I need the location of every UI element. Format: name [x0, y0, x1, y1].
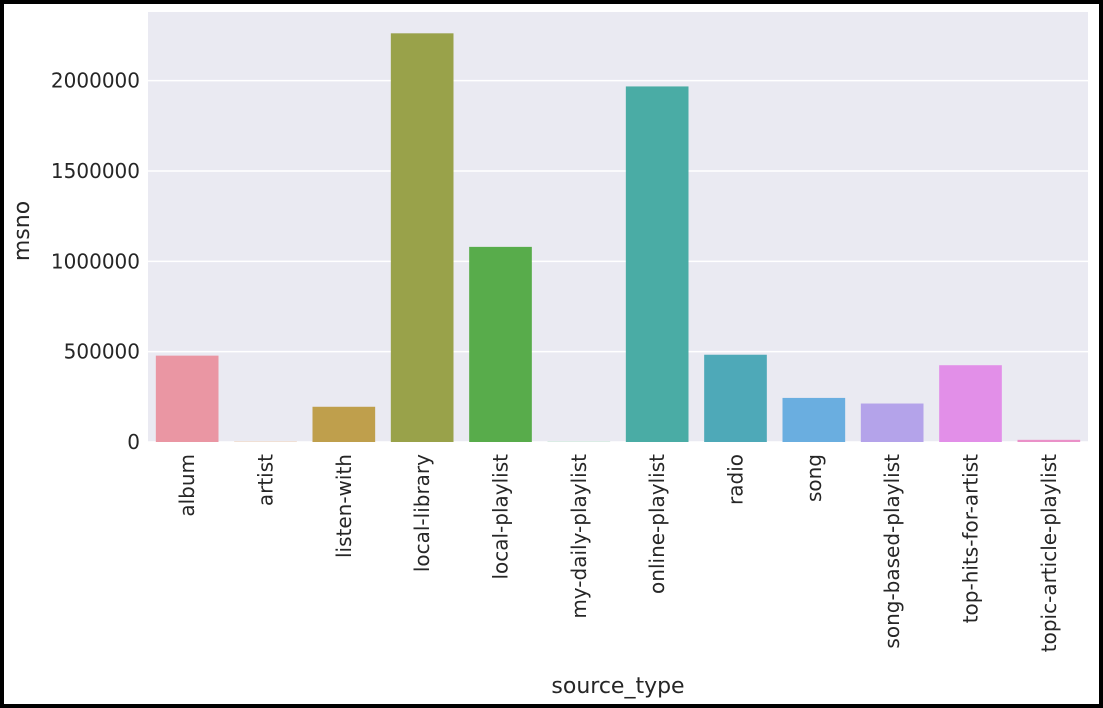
x-tick-label-local-library: local-library — [410, 454, 434, 572]
x-tick-labels: album artist listen-with local-library local… — [175, 454, 1061, 652]
plot-area — [148, 12, 1088, 442]
x-tick-label-my-daily-playlist: my-daily-playlist — [567, 454, 591, 619]
x-tick-label-radio: radio — [724, 454, 748, 505]
y-tick-label: 1000000 — [51, 249, 140, 273]
bar-album — [155, 355, 219, 442]
bars — [155, 33, 1081, 442]
x-tick-label-artist: artist — [254, 454, 278, 506]
bar-listen-with — [312, 406, 376, 442]
x-tick-label-online-playlist: online-playlist — [645, 454, 669, 594]
y-tick-label: 2000000 — [51, 69, 140, 93]
bar-song — [782, 397, 846, 442]
x-tick-label-album: album — [175, 454, 199, 517]
y-tick-label: 1500000 — [51, 159, 140, 183]
x-tick-label-top-hits-for-artist: top-hits-for-artist — [959, 454, 983, 623]
bar-song-based-playlist — [860, 403, 924, 442]
bar-radio — [704, 354, 767, 442]
x-tick-label-listen-with: listen-with — [332, 454, 356, 558]
y-tick-labels: 0 500000 1000000 1500000 2000000 — [51, 69, 140, 454]
bar-top-hits-for-artist — [939, 365, 1002, 442]
x-tick-label-song-based-playlist: song-based-playlist — [880, 454, 904, 649]
x-axis-label: source_type — [551, 674, 684, 699]
grid-lines — [148, 79, 1088, 443]
bar-online-playlist — [625, 86, 689, 442]
y-axis-label: msno — [10, 201, 35, 261]
chart-frame: 0 500000 1000000 1500000 2000000 album artist… — [4, 4, 1099, 704]
x-tick-label-local-playlist: local-playlist — [489, 454, 513, 580]
bar-local-playlist — [469, 246, 532, 442]
x-tick-label-topic-article-playlist: topic-article-playlist — [1037, 454, 1061, 652]
bar-chart: 0 500000 1000000 1500000 2000000 album artist… — [10, 12, 1088, 699]
x-tick-label-song: song — [802, 454, 826, 502]
bar-local-library — [390, 33, 454, 442]
bar-topic-article-playlist — [1017, 439, 1081, 442]
y-tick-label: 0 — [127, 430, 140, 454]
y-tick-label: 500000 — [64, 340, 140, 364]
